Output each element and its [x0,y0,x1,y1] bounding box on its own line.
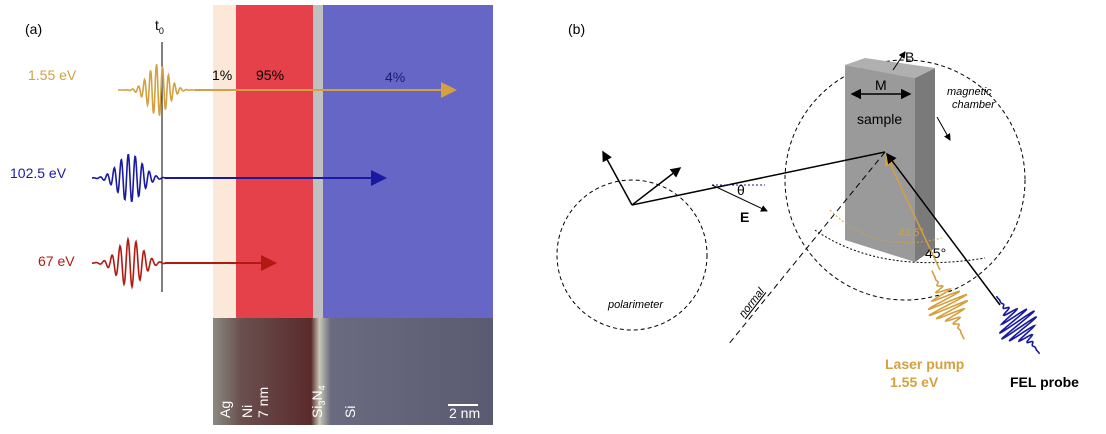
probe-angle-arc [814,229,986,264]
reflected-beam [631,151,886,206]
pump-beam [885,153,941,271]
layer-label: Si3N4 [309,385,327,418]
ag-layer [213,5,236,318]
tem-image [213,318,493,425]
si-layer [323,5,493,318]
layer-label: 7 nm [255,387,271,418]
b-arrow [892,51,906,71]
m-label: M [875,77,887,93]
sample-label: sample [857,111,902,127]
beam-energy: 1.55 eV [28,67,77,83]
sample-side [915,68,935,262]
layer-label: Si [342,406,358,418]
sample-top [845,58,935,78]
polarimeter-circle [556,179,708,331]
axis-arrow [631,167,682,206]
wave-packet [995,295,1041,355]
layer-label: Ag [217,401,233,418]
scale-bar-label: 2 nm [449,405,480,421]
absorption: 95% [256,67,284,83]
ni-layer [236,5,313,318]
axis-arrow [602,150,633,206]
panel-b: (b) B M sample magnetic chamber θ E pola… [556,21,1079,390]
normal-line [727,151,886,346]
panel-label: (b) [568,21,585,37]
sample-front [845,65,915,262]
pump-angle-arc [829,209,943,244]
chamber-circle [784,59,1026,301]
chamber-label: magnetic [947,86,992,98]
absorption: 4% [385,69,405,85]
pump-label: Laser pump [885,356,964,372]
probe-label: FEL probe [1010,374,1079,390]
t0-label: t0 [155,17,164,36]
pump-angle: 43.5° [898,227,924,239]
layer-label: Ni [239,405,255,418]
wave-packet [927,270,969,340]
e-label: E [740,209,749,225]
polarimeter-label: polarimeter [607,299,664,311]
panel-a: (a) t0 1.55 eV 102.5 eV 67 eV 1% 95% 4% … [10,5,493,425]
wave-packet [92,236,168,290]
absorption: 1% [212,67,232,83]
theta-label: θ [737,182,745,198]
probe-angle: 45° [925,245,946,261]
si3n4-layer [313,5,323,318]
b-label: B [905,49,914,65]
pump-label: 1.55 eV [890,374,939,390]
rotation-arrow [936,116,951,141]
wave-packet [92,153,168,203]
beam-energy: 102.5 eV [10,165,67,181]
beam-energy: 67 eV [38,253,75,269]
e-arrow [711,184,768,212]
wave-packet [118,64,198,116]
panel-label: (a) [25,21,42,37]
chamber-label: chamber [952,99,996,111]
probe-beam [886,152,1001,306]
